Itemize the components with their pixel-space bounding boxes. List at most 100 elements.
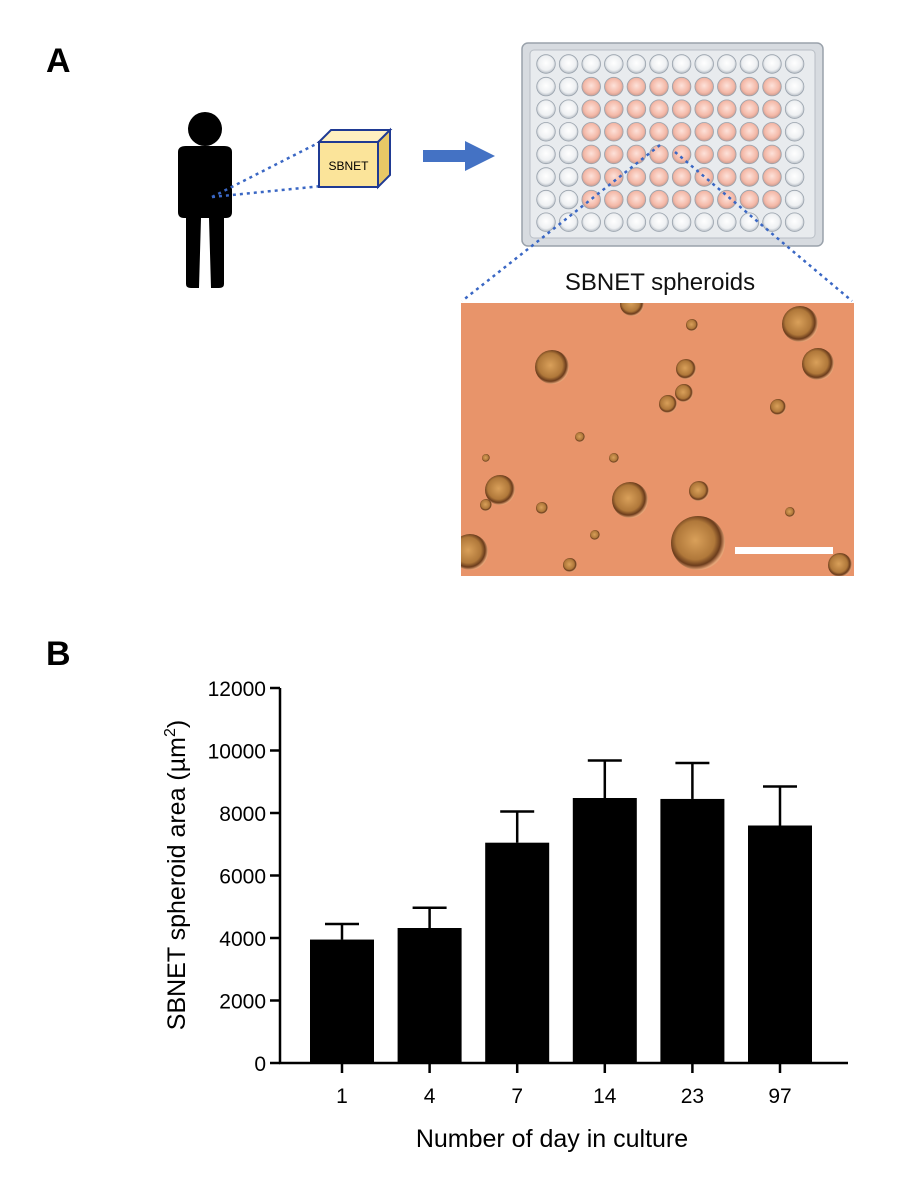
sbnet-tissue-box [316,127,393,190]
y-tick-label: 12000 [208,678,266,701]
y-tick-label: 6000 [219,866,266,889]
bar-day-4 [397,928,462,1063]
y-axis-title-close: ) [163,720,191,728]
y-tick-label: 0 [254,1053,266,1076]
plate-well [784,212,805,232]
plate-well [536,122,556,142]
plate-well [604,99,624,119]
spheroid [536,502,548,514]
spheroid [575,432,585,442]
x-tick-label: 23 [681,1085,704,1108]
connector-lines [211,139,323,199]
plate-well [739,76,760,97]
plate-well [784,54,805,74]
sbnet-box-label: SBNET [328,159,369,173]
plate-well [649,167,669,187]
x-tick-label: 14 [593,1085,617,1108]
plate-well [558,212,579,232]
plate-well [536,54,556,74]
plate-well [694,189,714,210]
plate-well [717,54,737,74]
plate-well [717,99,737,119]
plate-well [581,122,601,142]
panel-a-label: A [46,42,71,80]
plate-well [762,167,782,187]
plate-well [671,144,692,165]
micrograph-title: SBNET spheroids [565,269,755,296]
plate-well [558,54,579,74]
y-axis-title: SBNET spheroid area (µm2) [162,720,191,1030]
plate-well [784,76,805,97]
plate-well [581,212,601,232]
plate-well [717,144,737,165]
spheroid [535,350,569,384]
plate-well [717,189,737,210]
plate-well [581,189,601,210]
y-tick-label: 8000 [219,803,266,826]
plate-well [536,99,556,119]
plate-well [626,54,647,74]
plate-well [717,167,737,187]
spheroid [782,306,818,342]
plate-well [739,144,760,165]
spheroid [675,384,693,402]
plate-well [604,167,624,187]
plate-well [581,76,601,97]
plate-well [626,99,647,119]
plate-well [739,54,760,74]
plate-well [626,76,647,97]
plate-well [762,189,782,210]
plate-well [604,189,624,210]
plate-well [626,189,647,210]
bar-day-97 [748,825,812,1063]
plate-well [762,76,782,97]
plate-well [604,54,624,74]
plate-well [739,122,760,142]
person-icon [178,112,232,288]
spheroid [689,481,709,501]
y-tick-label: 10000 [208,741,266,764]
plate-well [694,99,714,119]
spheroid [461,534,488,570]
plate-well [717,76,737,97]
plate-well [558,189,579,210]
x-tick-label: 7 [511,1085,523,1108]
plate-well [581,167,601,187]
y-axis-title-text: SBNET spheroid area ( [163,772,191,1031]
spheroid [563,558,577,572]
x-axis-title: Number of day in culture [416,1125,688,1153]
spheroid [770,399,786,415]
spheroid [480,499,492,511]
spheroid [671,516,725,570]
plate-well [626,212,647,232]
plate-well [717,122,737,142]
spheroid [609,453,619,463]
plate-well [717,212,737,232]
plate-well [604,212,624,232]
plate-well [739,212,760,232]
bar-day-7 [485,842,550,1063]
plate-well [762,122,782,142]
plate-well [536,189,556,210]
plate-well [649,144,669,165]
plate-well [671,122,692,142]
y-tick-label: 2000 [219,991,266,1014]
plate-well [784,144,805,165]
plate-well [671,76,692,97]
y-tick-label: 4000 [219,928,266,951]
plate-well [536,167,556,187]
spheroid [659,395,677,413]
plate-well [739,189,760,210]
plate-well [558,99,579,119]
plate-well [649,189,669,210]
plate-well [558,167,579,187]
plate-well [694,144,714,165]
spheroid [612,482,648,518]
spheroid [676,359,696,379]
plate-well [581,144,601,165]
plate-well [671,167,692,187]
plate-well [739,167,760,187]
plate-well [694,54,714,74]
plate-well [649,122,669,142]
